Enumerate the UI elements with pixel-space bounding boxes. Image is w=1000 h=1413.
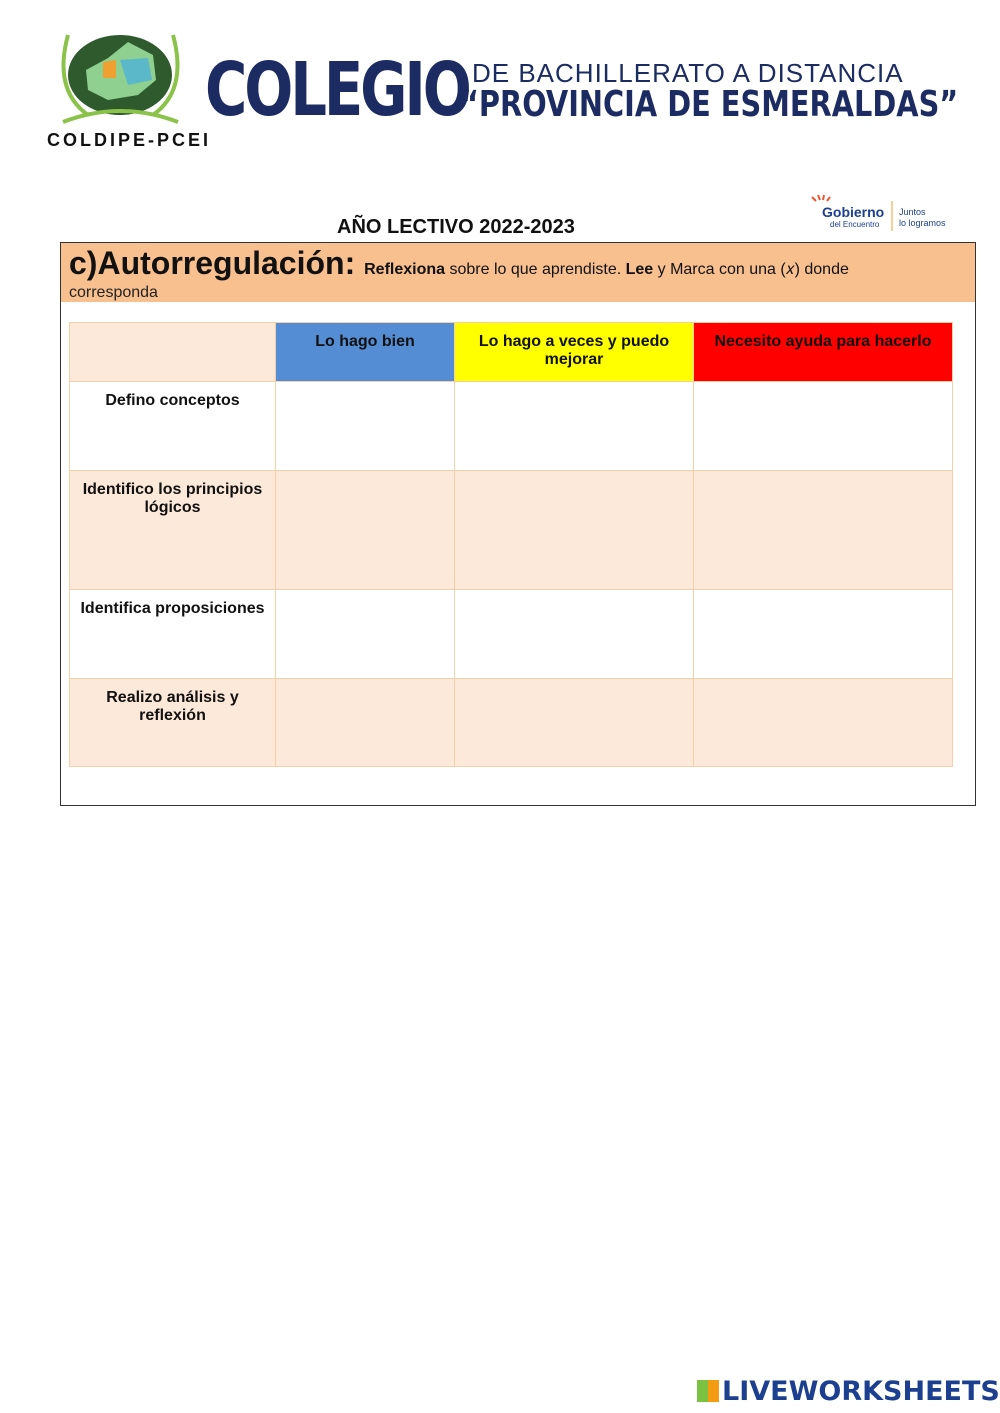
answer-cell[interactable] <box>275 589 455 679</box>
table-header-row: Lo hago bien Lo hago a veces y puedo mej… <box>69 322 953 382</box>
school-subtitle-2: “PROVINCIA DE ESMERALDAS” <box>460 84 959 125</box>
row-label: Identifico los principios lógicos <box>69 470 276 590</box>
table-row: Defino conceptos <box>69 381 953 471</box>
table-row: Identifico los principios lógicos <box>69 470 953 590</box>
table-row: Identifica proposiciones <box>69 589 953 679</box>
column-header: Necesito ayuda para hacerlo <box>693 322 953 382</box>
answer-cell[interactable] <box>275 470 455 590</box>
answer-cell[interactable] <box>454 381 694 471</box>
answer-cell[interactable] <box>693 470 953 590</box>
answer-cell[interactable] <box>275 678 455 767</box>
svg-text:Juntos: Juntos <box>899 207 926 217</box>
answer-cell[interactable] <box>454 589 694 679</box>
answer-cell[interactable] <box>693 589 953 679</box>
answer-cell[interactable] <box>693 678 953 767</box>
column-header: Lo hago a veces y puedo mejorar <box>454 322 694 382</box>
self-regulation-section: c)Autorregulación: Reflexiona sobre lo q… <box>60 242 976 806</box>
row-label: Identifica proposiciones <box>69 589 276 679</box>
self-assessment-table: Lo hago bien Lo hago a veces y puedo mej… <box>69 322 953 767</box>
section-header: c)Autorregulación: Reflexiona sobre lo q… <box>61 243 975 302</box>
instruction-text: corresponda <box>69 284 158 301</box>
school-year: AÑO LECTIVO 2022-2023 <box>337 216 575 238</box>
answer-cell[interactable] <box>693 381 953 471</box>
instruction-bold: Reflexiona <box>364 261 446 278</box>
government-logo-icon: Gobierno del Encuentro Juntos lo logramo… <box>811 194 946 231</box>
svg-text:Gobierno: Gobierno <box>822 204 884 220</box>
answer-cell[interactable] <box>454 678 694 767</box>
school-subtitle-1: DE BACHILLERATO A DISTANCIA <box>472 58 904 88</box>
row-label: Defino conceptos <box>69 381 276 471</box>
instruction-text: y Marca con una (𝑥) donde <box>653 261 849 278</box>
logo-caption: COLDIPE-PCEI <box>47 130 212 150</box>
school-title: COLEGIO <box>205 47 472 133</box>
answer-cell[interactable] <box>454 470 694 590</box>
school-logo-icon <box>61 34 180 124</box>
corner-cell <box>69 322 276 382</box>
row-label: Realizo análisis y reflexión <box>69 678 276 767</box>
svg-text:del Encuentro: del Encuentro <box>830 220 880 229</box>
answer-cell[interactable] <box>275 381 455 471</box>
instruction-text: sobre lo que aprendiste. <box>445 261 626 278</box>
liveworksheets-icon <box>697 1380 719 1402</box>
section-title: c)Autorregulación: <box>69 245 356 281</box>
liveworksheets-logo: LIVEWORKSHEETS <box>697 1376 1000 1407</box>
brand-text: LIVEWORKSHEETS <box>722 1376 1000 1407</box>
instruction-bold: Lee <box>625 261 654 278</box>
svg-text:lo logramos: lo logramos <box>899 218 946 228</box>
table-row: Realizo análisis y reflexión <box>69 678 953 767</box>
column-header: Lo hago bien <box>275 322 455 382</box>
